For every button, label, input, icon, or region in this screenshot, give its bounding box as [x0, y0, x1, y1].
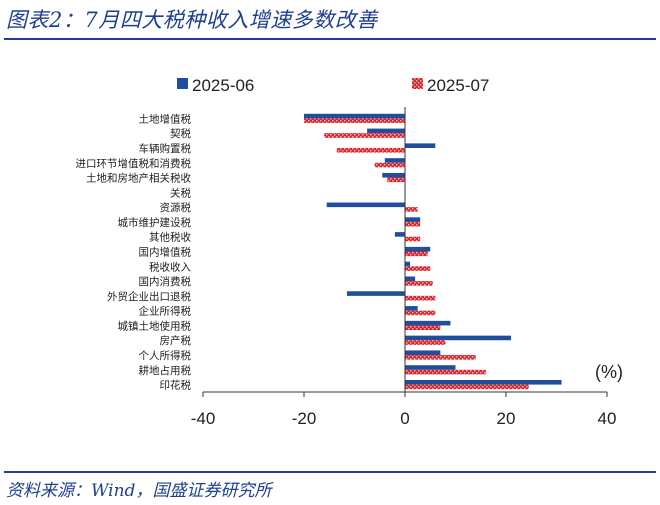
bar-2025-06: [384, 158, 405, 163]
bar-2025-07: [324, 133, 405, 138]
category-label: 关税: [170, 186, 191, 199]
bar-2025-07: [405, 207, 418, 212]
bar-2025-06: [304, 113, 405, 119]
bar-2025-06: [405, 380, 562, 385]
bar-chart: 2025-06 2025-07 土地增值税契税车辆购置税进口环节增值税和消费税土…: [76, 76, 624, 428]
x-tick-label: 40: [598, 409, 617, 428]
category-label: 外贸企业出口退税: [107, 290, 191, 303]
legend-label-2025-06: 2025-06: [192, 76, 254, 95]
bar-2025-06: [394, 232, 405, 237]
x-tick-label: -20: [292, 409, 317, 428]
bar-2025-06: [326, 202, 405, 208]
category-label: 房产税: [160, 334, 192, 347]
bar-2025-06: [346, 291, 405, 296]
x-tick-label: 0: [400, 409, 409, 428]
bar-2025-07: [405, 251, 428, 257]
title-divider: [4, 38, 656, 40]
legend-label-2025-07: 2025-07: [427, 76, 489, 95]
legend-swatch-2025-07: [412, 78, 423, 89]
bar-2025-06: [405, 143, 436, 148]
category-label: 税收收入: [149, 260, 191, 273]
category-label: 城市维护建设税: [118, 216, 192, 229]
category-label: 其他税收: [149, 231, 191, 244]
bar-2025-06: [405, 320, 451, 326]
bar-2025-07: [405, 355, 476, 360]
bar-2025-06: [405, 217, 421, 222]
category-label: 资源税: [160, 201, 192, 214]
bars-group: [304, 113, 562, 390]
bar-2025-06: [405, 246, 431, 252]
bar-2025-07: [387, 177, 405, 183]
x-tick-label: -40: [191, 409, 216, 428]
bar-2025-06: [367, 128, 405, 134]
bar-2025-06: [405, 335, 512, 341]
legend-swatch-2025-06: [177, 78, 188, 89]
category-label: 车辆购置税: [139, 142, 192, 155]
bar-2025-07: [405, 310, 436, 316]
bar-2025-07: [405, 236, 421, 242]
footer-divider: [4, 471, 656, 473]
source-note: 资料来源：Wind，国盛证券研究所: [6, 481, 272, 501]
category-label: 土地和房地产相关税收: [86, 172, 191, 185]
category-label: 国内消费税: [139, 275, 192, 288]
bar-2025-07: [304, 118, 405, 123]
bar-2025-06: [405, 306, 418, 311]
bar-2025-07: [405, 384, 529, 390]
bar-2025-07: [405, 340, 446, 345]
category-label: 进口环节增值税和消费税: [76, 157, 192, 170]
bar-2025-06: [382, 172, 405, 178]
chart-title: 图表2：7月四大税种收入增速多数改善: [6, 8, 378, 32]
bar-2025-07: [405, 369, 486, 375]
category-label: 个人所得税: [139, 349, 192, 362]
category-label: 耕地占用税: [139, 364, 192, 377]
x-tick-label: 20: [497, 409, 516, 428]
category-label: 土地增值税: [139, 112, 192, 125]
bar-2025-07: [405, 221, 421, 227]
bar-2025-06: [405, 276, 416, 282]
unit-label: (%): [595, 362, 623, 382]
bar-2025-07: [374, 162, 405, 168]
bar-2025-07: [405, 295, 436, 301]
category-label: 国内增值税: [139, 246, 192, 259]
x-axis: -40 -20 0 20 40: [191, 107, 617, 428]
category-labels: 土地增值税契税车辆购置税进口环节增值税和消费税土地和房地产相关税收关税资源税城市…: [76, 112, 192, 391]
category-label: 城镇土地使用税: [118, 319, 192, 332]
bar-2025-06: [405, 261, 411, 267]
bar-2025-07: [405, 281, 433, 286]
bar-2025-07: [336, 147, 405, 153]
bar-2025-07: [405, 266, 431, 271]
chart-legend: 2025-06 2025-07: [177, 76, 489, 95]
bar-2025-06: [405, 365, 456, 370]
bar-2025-06: [405, 350, 441, 356]
bar-2025-07: [405, 325, 441, 331]
category-label: 企业所得税: [139, 305, 192, 318]
category-label: 契税: [170, 127, 191, 140]
category-label: 印花税: [160, 379, 192, 392]
